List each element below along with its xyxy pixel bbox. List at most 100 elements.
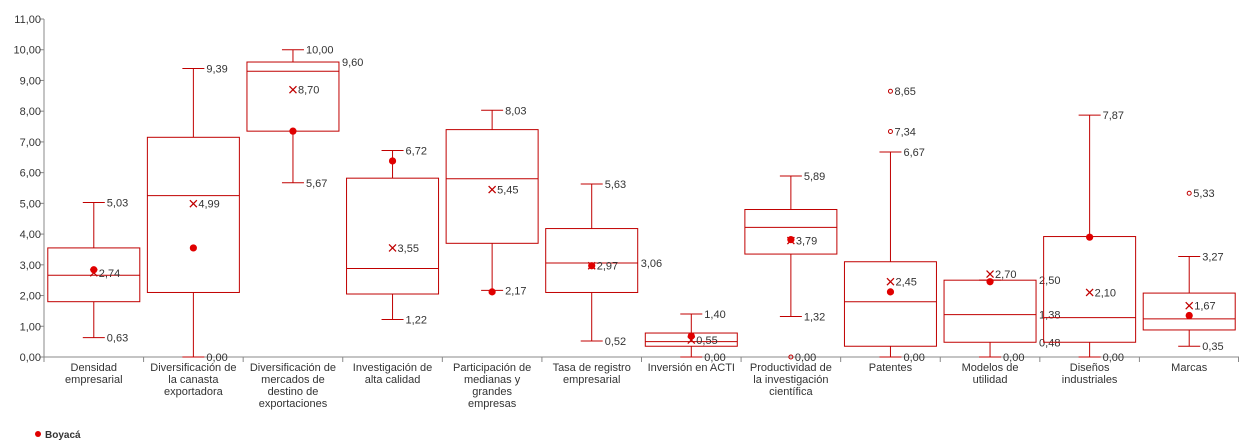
box-iqr [346,177,440,295]
boyaca-point [588,262,596,270]
y-tick-label: 3,00 [20,260,41,272]
y-tick-label: 9,00 [20,75,41,87]
data-label: 2,97 [597,261,618,273]
data-label: 2,17 [505,285,526,297]
box-iqr [1142,292,1236,331]
data-label: 1,32 [804,311,825,323]
category-label: Diseños industriales [1062,362,1118,386]
data-label: 8,70 [298,85,319,97]
data-label: 0,00 [1003,352,1024,364]
data-label: 2,70 [995,269,1016,281]
box-group: 8,65 7,34 6,67 2,45 0,00 [843,86,937,364]
y-tick-label: 6,00 [20,168,41,180]
box-iqr [246,61,340,132]
mean-marker [388,243,397,252]
boyaca-point [886,288,895,296]
x-axis: Densidad empresarial Diversificación de la … [43,356,1239,410]
data-label: 0,00 [903,352,924,364]
category-label: Patentes [869,362,913,374]
y-tick-label: 8,00 [20,106,41,118]
mean-marker [488,185,497,194]
data-label: 5,67 [306,178,327,190]
box-iqr [943,279,1037,343]
box-group: 5,89 3,79 1,32 0,00 [744,171,838,364]
data-label: 0,48 [1039,337,1060,349]
legend: Boyacá [35,430,81,441]
boyaca-point [986,278,994,286]
data-label: 4,99 [198,199,219,211]
mean-marker [886,277,895,286]
box-series: 5,03 2,74 0,63 9,39 4,99 0,00 10,00 9,60 8,70 5,6… [47,45,1236,364]
data-label: 3,27 [1202,252,1223,264]
data-label: 5,89 [804,171,825,183]
category-label: Tasa de registro empresarial [553,362,631,386]
box-iqr [744,209,838,255]
data-label: 6,72 [406,146,427,158]
category-label: Inversión en ACTI [648,362,735,374]
data-label: 0,55 [696,335,717,347]
category-label: Diversificación de la canasta exportadora [150,362,236,398]
category-label: Investigación de alta calidad [353,362,433,386]
mean-marker [1185,301,1194,310]
box-group: 2,70 2,50 1,38 0,48 0,00 [943,269,1060,364]
category-label: Productividad de la investigación científi… [750,362,832,398]
boyaca-point [488,288,496,296]
y-tick-label: 11,00 [14,14,41,26]
box-group: 8,03 5,45 2,17 [445,105,539,297]
category-label: Diversificación de mercados de destino de e… [250,362,336,410]
boyaca-point [787,236,795,244]
data-label: 5,03 [107,197,128,209]
data-label: 1,22 [406,315,427,327]
y-tick-label: 0,00 [20,352,41,364]
box-iqr [1043,236,1137,343]
data-label: 5,45 [497,185,518,197]
y-tick-label: 2,00 [20,291,41,303]
boyaca-point [90,266,98,274]
box-iqr [545,228,639,293]
data-label: 8,65 [894,86,915,98]
data-label: 6,67 [903,147,924,159]
data-label: 2,74 [99,268,120,280]
data-label: 1,40 [704,309,725,321]
box-group: 6,72 3,55 1,22 [346,146,440,327]
mean-marker [986,270,995,278]
data-label: 0,00 [206,352,227,364]
data-label: 5,63 [605,179,626,191]
category-label: Participación de medianas y grandes empresa… [453,362,531,410]
data-label: 8,03 [505,105,526,117]
data-label: 2,50 [1039,275,1060,287]
boyaca-point [1185,311,1193,320]
outlier-point [1186,190,1192,196]
data-label: 2,10 [1095,287,1116,299]
mean-marker [1085,288,1094,297]
y-tick-label: 7,00 [20,137,41,149]
y-axis: 0,00 1,00 2,00 3,00 4,00 5,00 6,00 7,00 8,00 9,00… [13,14,45,364]
box-group: 1,40 0,55 0,00 [644,309,738,364]
y-tick-label: 5,00 [20,198,41,210]
data-label: 0,00 [795,352,816,364]
data-label: 3,55 [398,243,419,255]
category-label: Modelos de utilidad [962,362,1019,386]
legend-label: Boyacá [45,430,81,441]
data-label: 1,38 [1039,310,1060,322]
data-label: 1,67 [1194,301,1215,313]
data-label: 2,45 [895,277,916,289]
y-tick-label: 4,00 [20,229,41,241]
boyaca-point [289,127,297,135]
boyaca-point [189,244,197,252]
data-label: 7,34 [894,126,915,138]
box-group: 10,00 9,60 8,70 5,67 [246,45,363,190]
boyaca-point [1086,233,1094,241]
outlier-point [887,128,893,134]
y-tick-label: 10,00 [13,45,41,57]
data-label: 9,39 [206,63,227,75]
legend-marker [35,431,41,437]
box-group: 9,39 4,99 0,00 [146,63,240,364]
data-label: 0,00 [1103,352,1124,364]
box-group: 5,03 2,74 0,63 [47,197,141,345]
y-tick-label: 1,00 [20,321,41,333]
data-label: 5,33 [1193,188,1214,200]
data-label: 0,52 [605,336,626,348]
outlier-point [887,88,893,94]
